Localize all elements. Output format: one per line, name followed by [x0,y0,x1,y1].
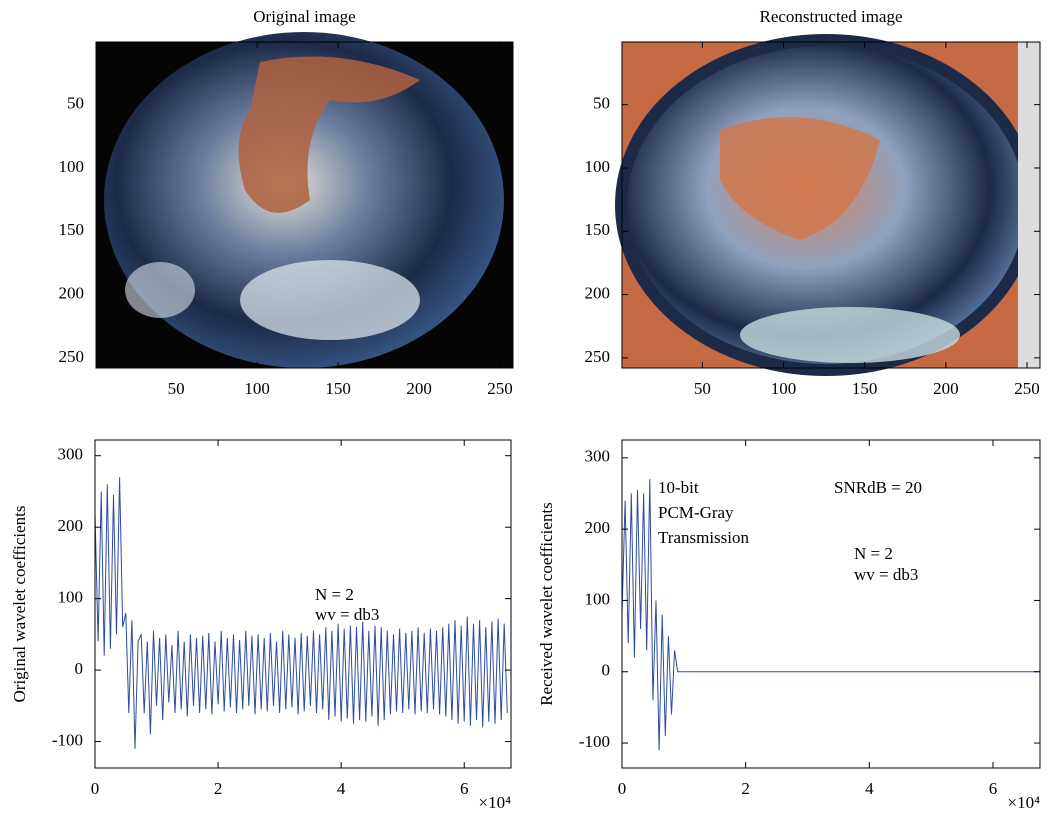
y-axis-label: Original wavelet coefficients [10,506,29,703]
y-tick-label: 250 [59,347,85,366]
x-tick-label: 100 [771,379,797,398]
y-tick-label: -100 [579,732,610,751]
plot-frame [621,439,1041,769]
plot-frame [94,439,512,769]
y-tick-label: 100 [585,589,611,608]
data-line [94,477,508,749]
annotation: wv = db3 [315,605,379,624]
x-tick-label: 50 [694,379,711,398]
x-tick-label: 4 [337,779,346,798]
x-multiplier: ×10⁴ [478,793,511,812]
x-tick-label: 250 [487,379,513,398]
x-tick-label: 6 [460,779,469,798]
y-tick-label: 200 [58,516,84,535]
x-tick-label: 0 [91,779,100,798]
y-tick-label: 150 [585,220,611,239]
data-line [621,479,1040,751]
y-tick-label: 300 [58,445,84,464]
subplot-title: Reconstructed image [759,7,902,26]
annotation: PCM-Gray [658,503,734,522]
y-tick-label: 100 [58,588,84,607]
y-axis-label: Received wavelet coefficients [537,502,556,706]
y-tick-label: -100 [52,730,83,749]
annotation: wv = db3 [854,565,918,584]
x-multiplier: ×10⁴ [1007,793,1040,812]
y-tick-label: 200 [585,518,611,537]
y-tick-label: 250 [585,347,611,366]
y-tick-label: 100 [59,157,85,176]
x-tick-label: 4 [865,779,874,798]
x-tick-label: 2 [741,779,750,798]
y-tick-label: 50 [593,94,610,113]
x-tick-label: 0 [618,779,627,798]
x-tick-label: 150 [852,379,878,398]
plot-frame [95,41,514,369]
x-tick-label: 2 [214,779,223,798]
annotation: Transmission [658,528,750,547]
x-tick-label: 200 [933,379,959,398]
y-tick-label: 100 [585,157,611,176]
y-tick-label: 300 [585,447,611,466]
y-tick-label: 200 [59,283,85,302]
x-tick-label: 200 [406,379,432,398]
image-reconstructed [615,34,1040,376]
y-tick-label: 200 [585,283,611,302]
plot-frame [621,41,1041,369]
x-tick-label: 50 [168,379,185,398]
annotation: 10-bit [658,478,699,497]
subplot-title: Original image [253,7,355,26]
annotation: N = 2 [315,585,354,604]
x-tick-label: 150 [325,379,351,398]
x-tick-label: 6 [989,779,998,798]
x-tick-label: 100 [244,379,270,398]
y-tick-label: 0 [602,661,611,680]
y-tick-label: 0 [75,659,84,678]
x-tick-label: 250 [1014,379,1040,398]
annotation: N = 2 [854,544,893,563]
y-tick-label: 50 [67,94,84,113]
image-original [96,32,513,368]
annotation: SNRdB = 20 [834,478,922,497]
y-tick-label: 150 [59,220,85,239]
